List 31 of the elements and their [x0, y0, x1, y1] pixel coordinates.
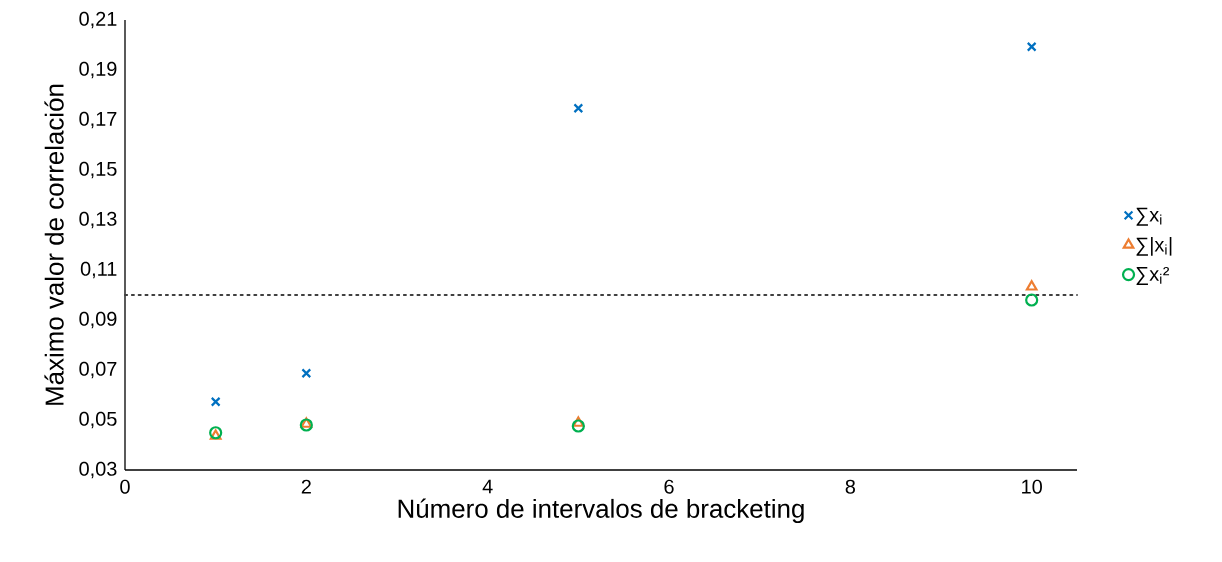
point [300, 417, 313, 428]
point [301, 368, 312, 379]
point [210, 396, 221, 407]
legend-label: ∑|x$_{i}$| [1136, 236, 1172, 256]
x-tick-label: 2 [301, 479, 311, 494]
legend-label: ∑x$_{i}$² [1136, 266, 1170, 285]
legend-label: ∑x$_{i}$ [1136, 207, 1162, 226]
x-tick-label: 8 [845, 479, 856, 494]
x-tick-label: 4 [482, 479, 493, 494]
y-tick-label: 0,03 [79, 461, 117, 479]
point [1025, 280, 1038, 291]
y-tick-label: 0,15 [79, 161, 117, 179]
y-tick-label: 0,07 [79, 361, 117, 379]
y-tick-label: 0,19 [79, 61, 117, 79]
y-tick-label: 0,17 [79, 111, 117, 129]
y-tick-label: 0,09 [79, 311, 117, 329]
x-tick-label: 10 [1022, 479, 1042, 494]
x-tick-label: 6 [664, 479, 674, 494]
y-axis-title: Máximo valor de correlación [44, 84, 64, 405]
point [1025, 293, 1039, 307]
point [573, 103, 584, 114]
x-tick-label: 0 [120, 479, 130, 494]
point [571, 419, 585, 433]
y-tick-label: 0,05 [79, 411, 117, 429]
x-axis-title: Número de intervalos de bracketing [398, 498, 804, 524]
y-tick-label: 0,11 [80, 261, 117, 279]
point [572, 416, 585, 427]
point [1026, 41, 1037, 52]
y-tick-label: 0,21 [79, 11, 117, 29]
point [299, 418, 313, 432]
y-tick-label: 0,13 [79, 211, 117, 229]
